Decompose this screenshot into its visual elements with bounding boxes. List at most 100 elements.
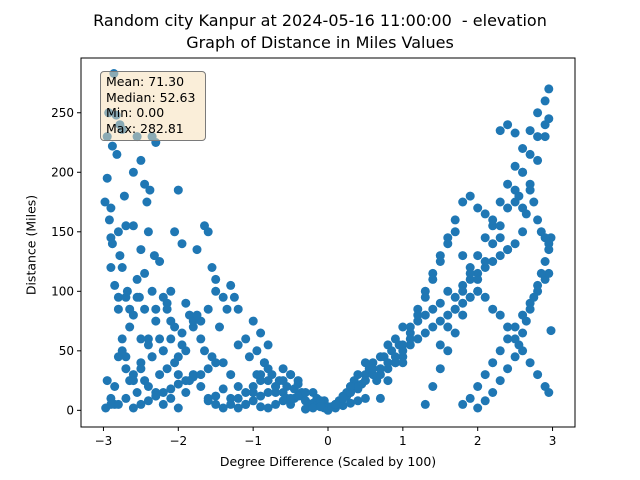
data-point <box>458 298 468 308</box>
data-point <box>301 388 310 397</box>
data-point <box>316 402 325 412</box>
data-point <box>104 215 114 225</box>
data-point <box>301 404 310 414</box>
data-point <box>420 292 430 302</box>
data-point <box>196 382 206 391</box>
data-point <box>503 364 513 374</box>
data-point <box>540 132 550 142</box>
points-layer <box>100 69 556 415</box>
data-point <box>226 370 236 380</box>
data-point <box>149 251 159 261</box>
data-point <box>113 399 123 409</box>
data-point <box>256 370 266 380</box>
data-point <box>100 197 110 207</box>
data-point <box>166 384 176 394</box>
data-point <box>510 128 520 138</box>
data-point <box>435 298 445 308</box>
data-point <box>420 328 430 338</box>
data-point <box>256 402 266 412</box>
data-point <box>192 310 202 320</box>
data-point <box>145 185 155 195</box>
data-point <box>544 388 554 397</box>
data-point <box>390 334 400 344</box>
data-point <box>368 364 378 374</box>
data-point <box>170 358 180 368</box>
data-point <box>211 274 221 284</box>
data-point <box>360 393 370 403</box>
data-point <box>514 340 524 350</box>
data-point <box>143 227 153 237</box>
data-point <box>155 257 165 266</box>
data-point <box>435 340 445 350</box>
data-point <box>117 263 127 272</box>
data-point <box>398 322 408 332</box>
data-point <box>173 185 183 195</box>
data-point <box>540 257 550 266</box>
data-point <box>525 149 535 159</box>
data-point <box>518 328 528 338</box>
chart-title: Random city Kanpur at 2024-05-16 11:00:0… <box>93 11 547 30</box>
data-point <box>293 379 303 389</box>
data-point <box>533 132 543 142</box>
data-point <box>458 197 468 207</box>
data-point <box>132 274 142 284</box>
data-point <box>244 352 254 362</box>
x-tick-label: 3 <box>549 434 557 448</box>
data-point <box>181 346 191 356</box>
data-point <box>113 227 123 237</box>
data-point <box>488 304 498 314</box>
data-point <box>495 126 505 136</box>
y-tick-label: 200 <box>51 165 74 179</box>
data-point <box>113 304 123 314</box>
data-point <box>533 108 543 118</box>
data-point <box>211 358 221 368</box>
data-point <box>271 382 281 391</box>
data-point <box>188 372 198 382</box>
data-point <box>375 364 385 374</box>
data-point <box>383 358 393 368</box>
data-point <box>162 364 172 374</box>
data-point <box>450 227 460 237</box>
data-point <box>136 399 146 409</box>
data-point <box>510 161 520 171</box>
data-point <box>480 396 490 406</box>
data-point <box>233 304 243 314</box>
data-point <box>443 322 453 332</box>
data-point <box>106 203 116 213</box>
data-point <box>443 346 453 356</box>
data-point <box>173 379 183 389</box>
data-point <box>510 322 520 332</box>
data-point <box>473 286 483 296</box>
data-point <box>248 396 258 406</box>
data-point <box>229 292 239 302</box>
data-point <box>480 370 490 380</box>
data-point <box>503 179 513 189</box>
data-point <box>113 292 123 302</box>
data-point <box>151 391 161 401</box>
data-point <box>353 382 363 391</box>
y-tick-label: 50 <box>59 344 74 358</box>
data-point <box>383 376 393 386</box>
data-point <box>143 334 153 344</box>
data-point <box>435 316 445 326</box>
data-point <box>181 388 191 397</box>
data-point <box>140 179 150 189</box>
data-point <box>346 382 355 391</box>
data-point <box>503 203 513 213</box>
data-point <box>529 197 539 207</box>
data-point <box>458 310 468 320</box>
data-point <box>360 376 370 386</box>
data-point <box>435 364 445 374</box>
data-point <box>241 334 251 344</box>
data-point <box>331 399 340 409</box>
data-point <box>218 403 228 413</box>
data-point <box>488 388 498 397</box>
data-point <box>207 263 217 272</box>
data-point <box>495 221 505 231</box>
data-point <box>117 334 127 344</box>
data-point <box>107 239 117 249</box>
data-point <box>203 364 213 374</box>
data-point <box>143 396 153 406</box>
